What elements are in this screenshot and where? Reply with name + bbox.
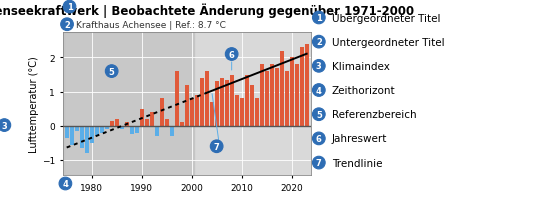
Text: 1: 1 [66, 3, 72, 12]
Bar [89, 126, 94, 143]
Text: 2: 2 [64, 21, 70, 30]
Text: 3: 3 [2, 121, 7, 130]
Bar [300, 48, 304, 126]
Bar [105, 126, 109, 130]
Bar [215, 82, 219, 126]
Bar [195, 95, 199, 126]
Bar [100, 126, 104, 133]
Bar [110, 121, 114, 126]
Bar [64, 126, 69, 138]
Text: 4: 4 [63, 179, 68, 188]
Bar [259, 65, 264, 126]
Text: 4: 4 [316, 86, 322, 95]
Bar [155, 126, 159, 136]
Bar [114, 119, 119, 126]
Bar [149, 113, 154, 126]
Text: 5: 5 [109, 67, 114, 76]
Bar [289, 58, 294, 126]
Bar [240, 99, 244, 126]
Text: Klimaindex: Klimaindex [332, 62, 390, 71]
Text: Krafthaus Achensee | Ref.: 8.7 °C: Krafthaus Achensee | Ref.: 8.7 °C [76, 21, 226, 30]
Bar [174, 72, 179, 126]
Bar [119, 126, 124, 130]
Text: Zeithorizont: Zeithorizont [332, 86, 396, 95]
Bar [270, 65, 274, 126]
Text: Übergeordneter Titel: Übergeordneter Titel [332, 12, 440, 24]
Text: 7: 7 [316, 158, 322, 167]
Text: 6: 6 [229, 50, 234, 59]
Bar [250, 85, 254, 126]
Bar [264, 72, 269, 126]
Text: 3: 3 [316, 62, 322, 71]
Text: Achenseekraftwerk | Beobachtete Änderung gegenüber 1971-2000: Achenseekraftwerk | Beobachtete Änderung… [0, 3, 414, 18]
Y-axis label: Lufttemperatur (°C): Lufttemperatur (°C) [29, 56, 39, 152]
Bar [169, 126, 174, 136]
Bar [125, 123, 129, 126]
Bar [130, 126, 134, 135]
Bar [94, 126, 99, 136]
Bar [135, 126, 139, 133]
Bar [204, 72, 209, 126]
Bar [84, 126, 89, 153]
Bar [220, 79, 224, 126]
Bar [140, 109, 144, 126]
Text: Untergeordneter Titel: Untergeordneter Titel [332, 38, 445, 47]
Bar [199, 79, 204, 126]
Bar [234, 95, 239, 126]
Text: Referenzbereich: Referenzbereich [332, 110, 416, 120]
Text: 6: 6 [316, 134, 322, 143]
Bar [275, 68, 279, 126]
Bar [75, 126, 79, 131]
Bar [64, 33, 194, 175]
Bar [165, 119, 169, 126]
Text: Jahreswert: Jahreswert [332, 134, 387, 144]
Text: 7: 7 [214, 142, 220, 151]
Bar [209, 102, 214, 126]
Text: Trendlinie: Trendlinie [332, 158, 383, 168]
Bar [294, 65, 299, 126]
Bar [245, 75, 249, 126]
Text: 1: 1 [316, 14, 322, 23]
Bar [305, 44, 309, 126]
Bar [185, 85, 189, 126]
Bar [225, 80, 229, 126]
Text: 2: 2 [316, 38, 322, 47]
Bar [179, 123, 184, 126]
Bar [160, 99, 164, 126]
Bar [255, 99, 259, 126]
Bar [229, 75, 234, 126]
Text: 5: 5 [316, 110, 322, 119]
Bar [144, 119, 149, 126]
Bar [80, 126, 84, 148]
Bar [70, 126, 74, 145]
Bar [284, 72, 289, 126]
Bar [280, 51, 284, 126]
Bar [190, 99, 194, 126]
